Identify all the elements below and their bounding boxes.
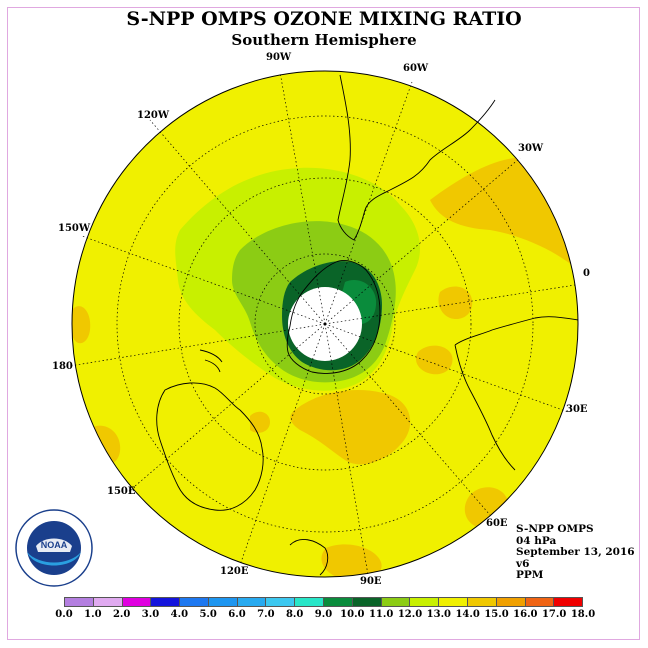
- colorbar-swatch: [266, 598, 296, 606]
- info-block: S-NPP OMPS 04 hPa September 13, 2016 v6 …: [516, 523, 635, 582]
- colorbar-swatch: [180, 598, 209, 606]
- colorbar-tick-label: 2.0: [112, 609, 131, 620]
- coastline-new-zealand: [199, 349, 223, 373]
- info-instrument: S-NPP OMPS: [516, 523, 594, 535]
- colorbar-swatch: [352, 598, 382, 606]
- orange-region: [415, 345, 453, 375]
- colorbar-tick-label: 4.0: [170, 609, 189, 620]
- lon-label-60e: 60E: [486, 518, 508, 529]
- lon-label-150e: 150E: [107, 486, 136, 497]
- colorbar-tick-label: 11.0: [368, 609, 394, 620]
- noaa-logo: NOAA: [15, 509, 93, 587]
- info-level: 04 hPa: [516, 534, 557, 547]
- info-units: PPM: [516, 569, 544, 581]
- colorbar-tick-label: 8.0: [285, 609, 304, 620]
- colorbar-tick-label: 7.0: [257, 609, 275, 620]
- colorbar-tick-label: 6.0: [228, 609, 246, 620]
- lon-label-60w: 60W: [403, 63, 429, 74]
- lon-label-120e: 120E: [220, 566, 249, 577]
- orange-region: [72, 306, 91, 344]
- colorbar-swatch: [151, 598, 181, 606]
- lon-label-30e: 30E: [566, 404, 588, 415]
- map-title: S-NPP OMPS OZONE MIXING RATIO: [126, 8, 522, 30]
- orange-region: [290, 390, 411, 465]
- map-outline: [71, 70, 579, 578]
- colorbar-swatch: [467, 598, 497, 606]
- colorbar-tick-label: 10.0: [340, 609, 365, 620]
- info-version: v6: [516, 557, 530, 570]
- lon-label-120w: 120W: [137, 110, 170, 121]
- colorbar-tick-label: 12.0: [397, 609, 423, 620]
- lon-label-150w: 150W: [58, 223, 91, 234]
- figure-frame: [7, 7, 640, 640]
- colorbar-swatch: [122, 598, 152, 606]
- coastline-asia: [289, 538, 329, 576]
- colorbar-tick-label: 17.0: [541, 609, 567, 620]
- coastline-africa: [454, 316, 579, 471]
- colorbar-tick-label: 18.0: [570, 609, 596, 620]
- colorbar-tick-label: 14.0: [455, 609, 480, 620]
- colorbar-swatch: [237, 598, 267, 606]
- colorbar-tick-label: 1.0: [84, 609, 102, 620]
- colorbar-tick-label: 15.0: [484, 609, 509, 620]
- colorbar-swatch: [93, 598, 123, 606]
- orange-region: [321, 544, 382, 577]
- colorbar-swatch: [554, 598, 583, 606]
- orange-region: [438, 286, 473, 320]
- colorbar-swatch: [381, 598, 411, 606]
- lon-label-90e: 90E: [360, 576, 382, 587]
- colorbar-swatch: [525, 598, 555, 606]
- colorbar-swatch: [439, 598, 468, 606]
- coastline-antarctica: [286, 259, 381, 374]
- colorbar-tick-label: 9.0: [314, 609, 333, 620]
- colorbar-swatch: [496, 598, 526, 606]
- colorbar-swatch: [324, 598, 353, 606]
- lon-label-30w: 30W: [518, 143, 544, 154]
- meridian-lines: [69, 71, 576, 576]
- lon-label-180: 180: [52, 361, 73, 372]
- colorbar-tick-label: 16.0: [513, 609, 538, 620]
- colorbar-ticks: 0.0 1.0 2.0 3.0 4.0 5.0 6.0 7.0 8.0 9.0 10.0 11.0 12…: [0, 609, 648, 623]
- colorbar-swatch: [65, 598, 94, 606]
- colorbar-swatch: [208, 598, 238, 606]
- lon-label-90w: 90W: [266, 52, 292, 63]
- colorbar-swatch: [295, 598, 325, 606]
- colorbar-tick-label: 3.0: [141, 609, 160, 620]
- lon-label-0: 0: [583, 268, 590, 279]
- orange-region: [250, 411, 270, 433]
- colorbar: [64, 597, 583, 607]
- noaa-logo-text: NOAA: [41, 540, 68, 550]
- colorbar-tick-label: 0.0: [55, 609, 73, 620]
- coastline-south-america: [337, 74, 496, 241]
- coastline-australia: [156, 382, 264, 511]
- info-date: September 13, 2016: [516, 546, 635, 558]
- colorbar-swatch: [410, 598, 440, 606]
- map-subtitle: Southern Hemisphere: [231, 31, 417, 49]
- colorbar-tick-label: 13.0: [426, 609, 452, 620]
- colorbar-tick-label: 5.0: [199, 609, 217, 620]
